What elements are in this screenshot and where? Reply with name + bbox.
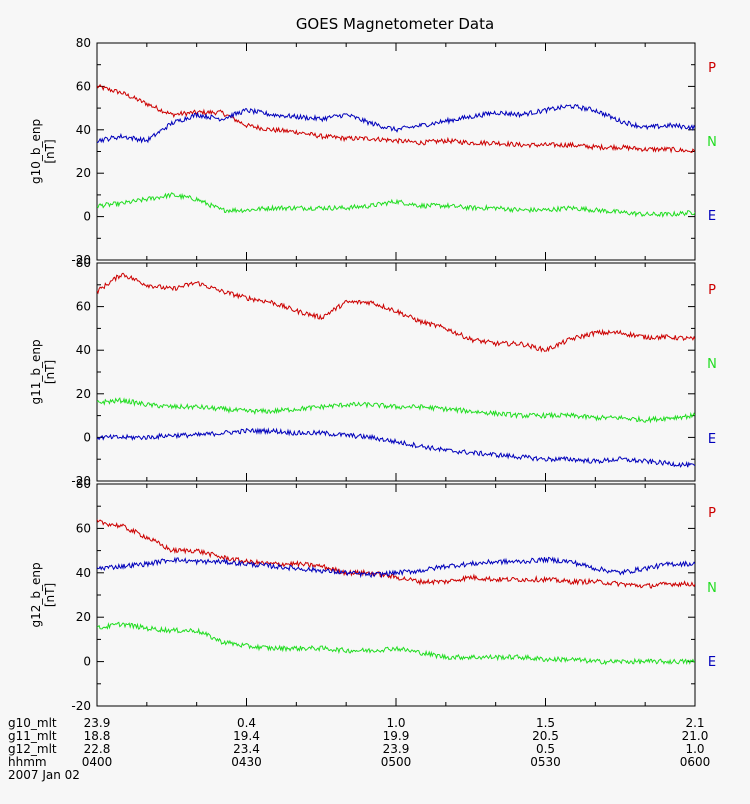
series-line-E	[97, 427, 695, 468]
y-axis-units: [nT]	[43, 583, 57, 607]
legend-label-E: E	[708, 209, 716, 224]
x-row-value: 19.4	[233, 729, 260, 743]
x-row-value: 0.5	[536, 742, 555, 756]
y-tick-label: 40	[76, 566, 91, 580]
y-tick-label: 40	[76, 123, 91, 137]
y-tick-label: 60	[76, 79, 91, 93]
chart-title: GOES Magnetometer Data	[296, 15, 494, 33]
x-row-label: g12_mlt	[8, 742, 57, 756]
legend-label-P: P	[708, 61, 716, 76]
y-axis-units: [nT]	[43, 139, 57, 163]
y-tick-label: 80	[76, 256, 91, 270]
panel-g11: -20 0 20 40 60 80 g11_b_enp [nT] P N E	[29, 256, 717, 488]
x-row-value: 23.9	[84, 716, 111, 730]
x-row-value: 1.5	[536, 716, 555, 730]
y-tick-label: 20	[76, 166, 91, 180]
x-row-value: 23.4	[233, 742, 260, 756]
series-line-P	[97, 272, 695, 353]
y-tick-label: 0	[83, 210, 91, 224]
x-row-value: 2.1	[685, 716, 704, 730]
legend-label-P: P	[708, 506, 716, 521]
y-tick-label: -20	[71, 699, 91, 713]
y-tick-label: 0	[83, 655, 91, 669]
panel-frame	[96, 42, 696, 261]
series-line-N	[97, 621, 695, 666]
legend-label-P: P	[708, 283, 716, 298]
x-row-value: 0400	[82, 755, 113, 769]
x-row-value: 0600	[680, 755, 711, 769]
x-row-value: 23.9	[383, 742, 410, 756]
y-tick-label: -20	[71, 474, 91, 488]
y-tick-label: 60	[76, 521, 91, 535]
y-tick-label: 0	[83, 430, 91, 444]
series-line-E	[97, 103, 695, 144]
x-row-label: g10_mlt	[8, 716, 57, 730]
y-axis-units: [nT]	[43, 360, 57, 384]
legend-label-N: N	[707, 581, 717, 596]
series-line-N	[97, 192, 695, 218]
series-line-P	[97, 519, 695, 589]
y-tick-label: 40	[76, 343, 91, 357]
x-row-label: g11_mlt	[8, 729, 57, 743]
y-tick-label: 60	[76, 300, 91, 314]
y-tick-label: 80	[76, 477, 91, 491]
panel-frame	[96, 262, 696, 482]
x-row-label: hhmm	[8, 755, 47, 769]
y-tick-label: 20	[76, 610, 91, 624]
y-axis-label: g11_b_enp	[29, 339, 43, 404]
series-line-P	[97, 83, 695, 154]
x-row-value: 22.8	[84, 742, 111, 756]
series-line-E	[97, 556, 695, 579]
legend-label-N: N	[707, 357, 717, 372]
x-row-value: 1.0	[386, 716, 405, 730]
x-axis-table: g10_mlt 23.9 0.4 1.0 1.5 2.1 g11_mlt 18.8 19.4 19…	[8, 716, 710, 782]
series-line-N	[97, 397, 695, 424]
panel-g10: -20 0 20 40 60 80 g10_b_enp [nT] P N E	[29, 36, 717, 267]
y-tick-label: -20	[71, 253, 91, 267]
legend-label-E: E	[708, 432, 716, 447]
x-row-value: 20.5	[532, 729, 559, 743]
y-axis-label: g10_b_enp	[29, 119, 43, 184]
legend-label-E: E	[708, 655, 716, 670]
legend-label-N: N	[707, 135, 717, 150]
date-label: 2007 Jan 02	[8, 768, 80, 782]
x-row-value: 0500	[381, 755, 412, 769]
x-row-value: 1.0	[685, 742, 704, 756]
panel-g12: -20 0 20 40 60 80 g12_b_enp [nT] P N E	[29, 477, 717, 713]
y-tick-label: 80	[76, 36, 91, 50]
x-row-value: 19.9	[383, 729, 410, 743]
x-row-value: 18.8	[84, 729, 111, 743]
x-row-value: 21.0	[682, 729, 709, 743]
x-row-value: 0530	[530, 755, 561, 769]
y-axis-label: g12_b_enp	[29, 562, 43, 627]
y-tick-label: 20	[76, 387, 91, 401]
x-row-value: 0430	[231, 755, 262, 769]
x-row-value: 0.4	[237, 716, 256, 730]
panel-frame	[96, 483, 696, 707]
